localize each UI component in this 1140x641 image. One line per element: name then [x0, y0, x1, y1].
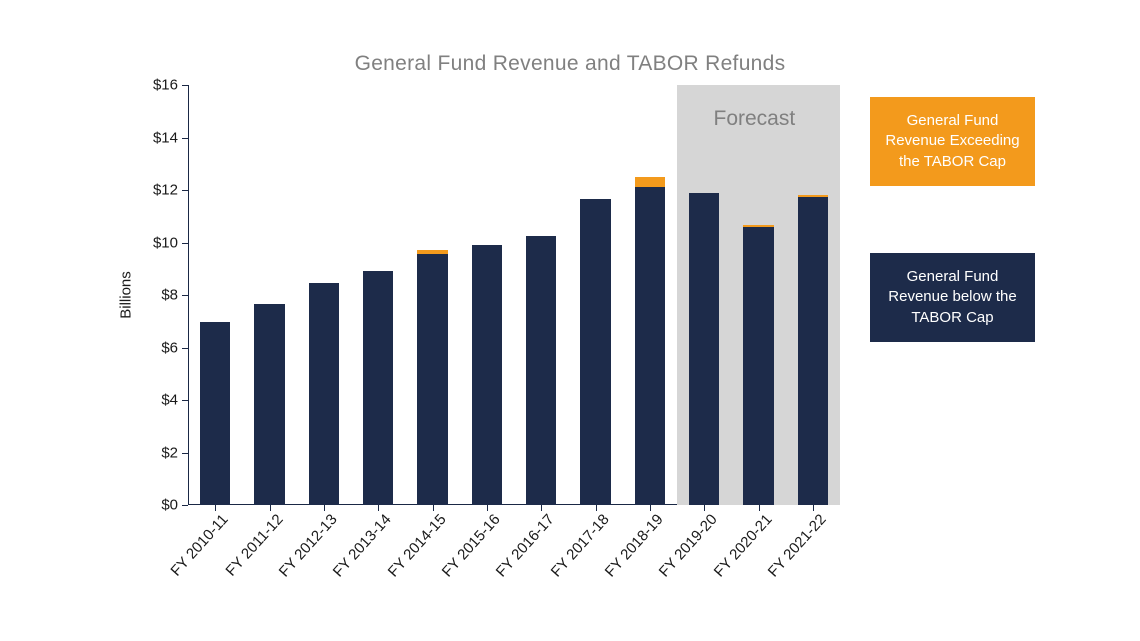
- y-axis-title: Billions: [118, 271, 135, 319]
- bar-column: [200, 322, 230, 505]
- x-tick: [324, 505, 325, 511]
- y-tick-label: $2: [161, 444, 178, 461]
- y-tick: [182, 295, 188, 296]
- y-tick: [182, 453, 188, 454]
- x-tick: [704, 505, 705, 511]
- y-tick-label: $0: [161, 497, 178, 514]
- y-tick-label: $10: [153, 234, 178, 251]
- y-tick-label: $12: [153, 182, 178, 199]
- bar-column: [743, 226, 773, 505]
- bar-column: [689, 193, 719, 505]
- bar-column: [254, 304, 284, 505]
- bar-segment-below-cap: [254, 304, 284, 505]
- bar-segment-below-cap: [580, 199, 610, 505]
- bar-segment-below-cap: [526, 236, 556, 505]
- y-tick: [182, 138, 188, 139]
- y-tick-label: $8: [161, 287, 178, 304]
- y-tick: [182, 348, 188, 349]
- y-tick: [182, 85, 188, 86]
- bar-segment-exceed-cap: [417, 250, 447, 254]
- x-tick: [433, 505, 434, 511]
- bar-segment-below-cap: [309, 283, 339, 505]
- y-tick: [182, 505, 188, 506]
- x-tick: [541, 505, 542, 511]
- bar-segment-exceed-cap: [798, 195, 828, 197]
- bar-column: [580, 199, 610, 505]
- y-tick: [182, 400, 188, 401]
- y-tick-label: $6: [161, 339, 178, 356]
- bar-segment-exceed-cap: [635, 177, 665, 187]
- bar-column: [526, 236, 556, 505]
- x-tick-label: FY 2010-11: [168, 511, 232, 580]
- y-axis-line: [188, 85, 189, 505]
- bar-segment-exceed-cap: [743, 225, 773, 227]
- bar-column: [472, 245, 502, 505]
- y-tick-label: $14: [153, 129, 178, 146]
- bar-segment-below-cap: [743, 227, 773, 505]
- chart-canvas: General Fund Revenue and TABOR Refunds B…: [0, 0, 1140, 641]
- bar-segment-below-cap: [472, 245, 502, 505]
- x-tick: [813, 505, 814, 511]
- x-tick: [759, 505, 760, 511]
- bar-segment-below-cap: [689, 193, 719, 505]
- y-tick: [182, 243, 188, 244]
- bar-column: [417, 250, 447, 505]
- bar-column: [309, 283, 339, 505]
- y-tick-label: $4: [161, 392, 178, 409]
- x-tick: [650, 505, 651, 511]
- x-tick: [596, 505, 597, 511]
- bar-segment-below-cap: [798, 197, 828, 505]
- y-tick-label: $16: [153, 77, 178, 94]
- x-tick: [270, 505, 271, 511]
- plot-area: Billions $0$2$4$6$8$10$12$14$16ForecastF…: [188, 85, 840, 505]
- bar-column: [798, 197, 828, 505]
- bar-column: [363, 271, 393, 505]
- forecast-label: Forecast: [714, 107, 796, 131]
- bar-segment-below-cap: [635, 187, 665, 505]
- bar-column: [635, 177, 665, 505]
- x-tick: [487, 505, 488, 511]
- bar-segment-below-cap: [363, 271, 393, 505]
- x-tick: [378, 505, 379, 511]
- bar-segment-below-cap: [200, 322, 230, 505]
- x-tick: [215, 505, 216, 511]
- legend-box-exceed-cap: General Fund Revenue Exceeding the TABOR…: [870, 97, 1035, 186]
- bar-segment-below-cap: [417, 254, 447, 505]
- y-tick: [182, 190, 188, 191]
- legend-box-below-cap: General Fund Revenue below the TABOR Cap: [870, 253, 1035, 342]
- chart-title: General Fund Revenue and TABOR Refunds: [0, 52, 1140, 76]
